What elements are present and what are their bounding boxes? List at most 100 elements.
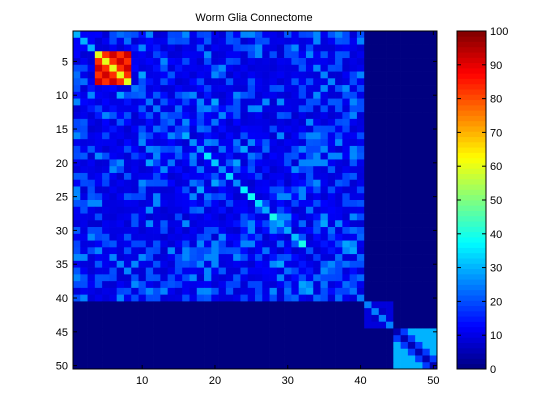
- heatmap-cell: [269, 44, 278, 52]
- heatmap-cell: [167, 31, 176, 39]
- heatmap-cell: [247, 58, 256, 66]
- heatmap-cell: [400, 314, 409, 323]
- heatmap-cell: [335, 112, 343, 120]
- heatmap-cell: [313, 51, 321, 59]
- heatmap-cell: [386, 314, 394, 323]
- heatmap-cell: [291, 355, 300, 363]
- heatmap-cell: [116, 200, 125, 208]
- axes-frame: [72, 30, 438, 370]
- heatmap-cell: [320, 193, 329, 201]
- heatmap-cell: [415, 186, 423, 194]
- colorbar-segment: [457, 120, 486, 127]
- heatmap-cell: [233, 206, 241, 214]
- heatmap-cell: [116, 152, 125, 160]
- heatmap-cell: [174, 31, 183, 39]
- heatmap-cell: [393, 281, 401, 289]
- heatmap-cell: [364, 335, 372, 343]
- heatmap-cell: [174, 362, 183, 370]
- heatmap-cell: [87, 341, 96, 350]
- heatmap-cell: [378, 274, 387, 282]
- heatmap-cell: [225, 213, 234, 221]
- heatmap-cell: [284, 355, 292, 363]
- heatmap-cell: [298, 64, 307, 72]
- heatmap-cell: [182, 179, 190, 187]
- heatmap-cell: [73, 220, 81, 228]
- heatmap-cell: [211, 294, 219, 302]
- heatmap-cell: [407, 98, 416, 106]
- heatmap-cell: [211, 287, 219, 295]
- heatmap-cell: [87, 91, 96, 99]
- heatmap-cell: [291, 227, 300, 235]
- heatmap-cell: [305, 206, 314, 214]
- heatmap-cell: [153, 233, 161, 241]
- heatmap-cell: [160, 112, 168, 120]
- heatmap-cell: [196, 281, 205, 289]
- heatmap-cell: [182, 78, 190, 86]
- heatmap-cell: [327, 112, 336, 120]
- heatmap-cell: [255, 64, 263, 72]
- heatmap-cell: [393, 145, 401, 154]
- heatmap-cell: [276, 213, 285, 221]
- heatmap-cell: [371, 321, 380, 329]
- heatmap-cell: [335, 145, 343, 154]
- heatmap-cell: [87, 274, 96, 282]
- heatmap-cell: [80, 321, 88, 329]
- colorbar-segment: [457, 295, 486, 301]
- heatmap-cell: [153, 328, 161, 336]
- heatmap-cell: [422, 233, 431, 241]
- heatmap-cell: [356, 51, 365, 59]
- heatmap-cell: [204, 301, 212, 309]
- heatmap-cell: [196, 274, 205, 282]
- heatmap-cell: [342, 64, 350, 72]
- heatmap-cell: [123, 287, 132, 295]
- heatmap-cell: [87, 254, 96, 262]
- heatmap-cell: [342, 105, 350, 113]
- heatmap-cell: [167, 254, 176, 262]
- heatmap-cell: [218, 335, 227, 343]
- heatmap-cell: [327, 301, 336, 309]
- heatmap-cell: [211, 348, 219, 356]
- heatmap-cell: [305, 91, 314, 99]
- heatmap-cell: [407, 254, 416, 262]
- heatmap-cell: [407, 172, 416, 181]
- heatmap-cell: [109, 267, 118, 275]
- colorbar-segment: [457, 163, 486, 169]
- heatmap-cell: [400, 125, 409, 133]
- heatmap-cell: [262, 308, 270, 316]
- heatmap-cell: [145, 125, 154, 133]
- heatmap-cell: [313, 186, 321, 194]
- heatmap-cell: [247, 206, 256, 214]
- heatmap-cell: [349, 166, 358, 174]
- heatmap-cell: [80, 233, 88, 241]
- heatmap-cell: [123, 105, 132, 113]
- heatmap-cell: [211, 64, 219, 72]
- heatmap-cell: [160, 105, 168, 113]
- heatmap-cell: [327, 179, 336, 187]
- heatmap-cell: [160, 152, 168, 160]
- heatmap-cell: [196, 335, 205, 343]
- heatmap-cell: [393, 220, 401, 228]
- heatmap-cell: [196, 71, 205, 79]
- heatmap-cell: [415, 206, 423, 214]
- heatmap-cell: [167, 220, 176, 228]
- heatmap-cell: [429, 213, 438, 221]
- heatmap-cell: [145, 105, 154, 113]
- heatmap-cell: [80, 348, 88, 356]
- heatmap-cell: [320, 362, 329, 370]
- heatmap-cell: [189, 58, 198, 66]
- heatmap-cell: [233, 254, 241, 262]
- heatmap-cell: [73, 51, 81, 59]
- heatmap-cell: [102, 193, 110, 201]
- heatmap-cell: [131, 301, 139, 309]
- heatmap-cell: [109, 206, 118, 214]
- heatmap-cells: [73, 31, 438, 370]
- heatmap-cell: [327, 125, 336, 133]
- heatmap-cell: [116, 91, 125, 99]
- heatmap-cell: [94, 125, 103, 133]
- heatmap-cell: [349, 341, 358, 350]
- heatmap-cell: [196, 308, 205, 316]
- heatmap-cell: [204, 206, 212, 214]
- heatmap-cell: [386, 281, 394, 289]
- heatmap-cell: [211, 355, 219, 363]
